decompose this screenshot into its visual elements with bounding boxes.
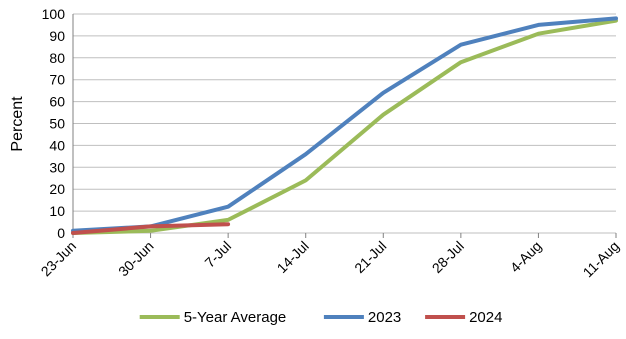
y-tick-label: 60 <box>49 94 65 110</box>
y-axis-title: Percent <box>9 96 26 152</box>
x-tick-label: 21-Jul <box>351 238 389 276</box>
x-tick-label: 23-Jun <box>38 238 80 280</box>
series-lines <box>71 16 618 235</box>
y-tick-label: 40 <box>49 137 65 153</box>
legend-label-1: 2023 <box>368 309 401 326</box>
legend: 5-Year Average 2023 2024 <box>139 309 502 326</box>
x-tick-label: 14-Jul <box>274 238 312 276</box>
y-tick-label: 100 <box>42 6 66 22</box>
axes <box>72 14 617 238</box>
x-tick-labels: 23-Jun 30-Jun 7-Jul 14-Jul 21-Jul 28-Jul 4-Aug… <box>38 238 623 281</box>
series-line-2 <box>71 222 231 235</box>
y-tick-label: 20 <box>49 181 65 197</box>
legend-label-0: 5-Year Average <box>184 309 287 326</box>
y-tick-label: 80 <box>49 50 65 66</box>
y-tick-label: 50 <box>49 116 65 132</box>
y-tick-labels: 0 10 20 30 40 50 60 70 80 90 100 <box>42 6 66 241</box>
x-tick-label: 7-Jul <box>201 238 234 271</box>
y-tick-label: 10 <box>49 203 65 219</box>
x-tick-label: 28-Jul <box>429 238 467 276</box>
x-tick-label: 11-Aug <box>580 238 623 281</box>
x-tick-label: 4-Aug <box>507 238 545 276</box>
y-tick-label: 0 <box>57 225 65 241</box>
y-tick-label: 70 <box>49 72 65 88</box>
y-tick-label: 30 <box>49 159 65 175</box>
x-tick-label: 30-Jun <box>115 238 157 280</box>
series-line-1 <box>71 16 618 233</box>
y-tick-label: 90 <box>49 28 65 44</box>
series-line-0 <box>71 18 618 235</box>
legend-label-2: 2024 <box>469 309 502 326</box>
